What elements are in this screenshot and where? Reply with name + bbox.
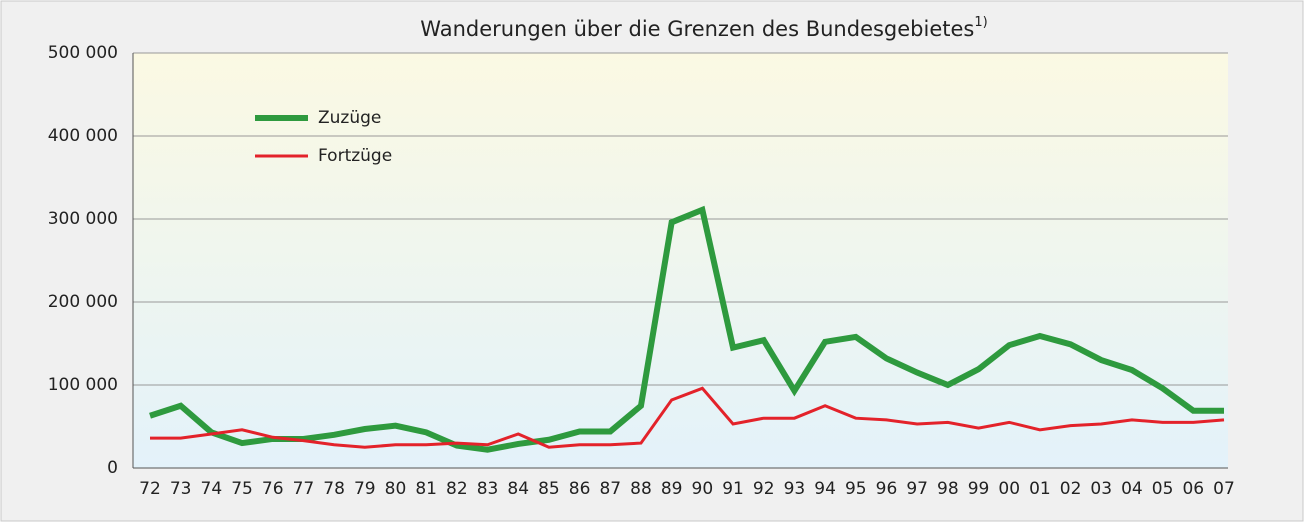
chart-title: Wanderungen über die Grenzen des Bundesg… <box>420 15 987 42</box>
x-tick-label: 97 <box>906 479 928 499</box>
y-tick-label: 0 <box>107 458 118 478</box>
x-tick-label: 04 <box>1121 479 1143 499</box>
plot-area <box>133 53 1228 468</box>
x-tick-label: 02 <box>1060 479 1082 499</box>
x-tick-label: 89 <box>661 479 683 499</box>
title-note: 1) <box>974 15 987 30</box>
legend-label: Fortzüge <box>318 146 392 166</box>
y-tick-label: 200 000 <box>48 292 118 312</box>
x-tick-label: 86 <box>569 479 591 499</box>
x-tick-label: 90 <box>692 479 714 499</box>
x-tick-label: 73 <box>170 479 192 499</box>
x-tick-label: 74 <box>201 479 223 499</box>
x-tick-label: 94 <box>814 479 836 499</box>
x-tick-label: 99 <box>968 479 990 499</box>
x-tick-label: 98 <box>937 479 959 499</box>
legend: Zuzüge Fortzüge <box>255 108 392 166</box>
series-line <box>149 205 1224 453</box>
x-tick-label: 82 <box>446 479 468 499</box>
series-line <box>150 386 1225 449</box>
x-tick-label: 84 <box>507 479 529 499</box>
x-tick-label: 05 <box>1152 479 1174 499</box>
x-tick-label: 88 <box>630 479 652 499</box>
x-tick-label: 83 <box>477 479 499 499</box>
x-tick-label: 75 <box>231 479 253 499</box>
x-tick-label: 95 <box>845 479 867 499</box>
x-tick-label: 96 <box>876 479 898 499</box>
y-tick-label: 300 000 <box>48 209 118 229</box>
x-tick-label: 87 <box>599 479 621 499</box>
x-tick-label: 85 <box>538 479 560 499</box>
x-tick-label: 91 <box>722 479 744 499</box>
x-tick-label: 77 <box>293 479 315 499</box>
x-tick-label: 78 <box>323 479 345 499</box>
y-tick-label: 500 000 <box>48 43 118 63</box>
x-tick-label: 03 <box>1090 479 1112 499</box>
x-tick-label: 72 <box>139 479 161 499</box>
legend-label: Zuzüge <box>318 108 381 128</box>
y-tick-label: 400 000 <box>48 126 118 146</box>
x-tick-label: 81 <box>415 479 437 499</box>
x-tick-label: 92 <box>753 479 775 499</box>
y-tick-label: 100 000 <box>48 375 118 395</box>
x-tick-label: 80 <box>385 479 407 499</box>
x-tick-label: 01 <box>1029 479 1051 499</box>
x-tick-label: 76 <box>262 479 284 499</box>
x-tick-label: 00 <box>998 479 1020 499</box>
x-tick-label: 93 <box>784 479 806 499</box>
x-tick-label: 07 <box>1213 479 1235 499</box>
x-tick-label: 06 <box>1182 479 1204 499</box>
title-text: Wanderungen über die Grenzen des Bundesg… <box>420 17 974 41</box>
x-tick-label: 79 <box>354 479 376 499</box>
